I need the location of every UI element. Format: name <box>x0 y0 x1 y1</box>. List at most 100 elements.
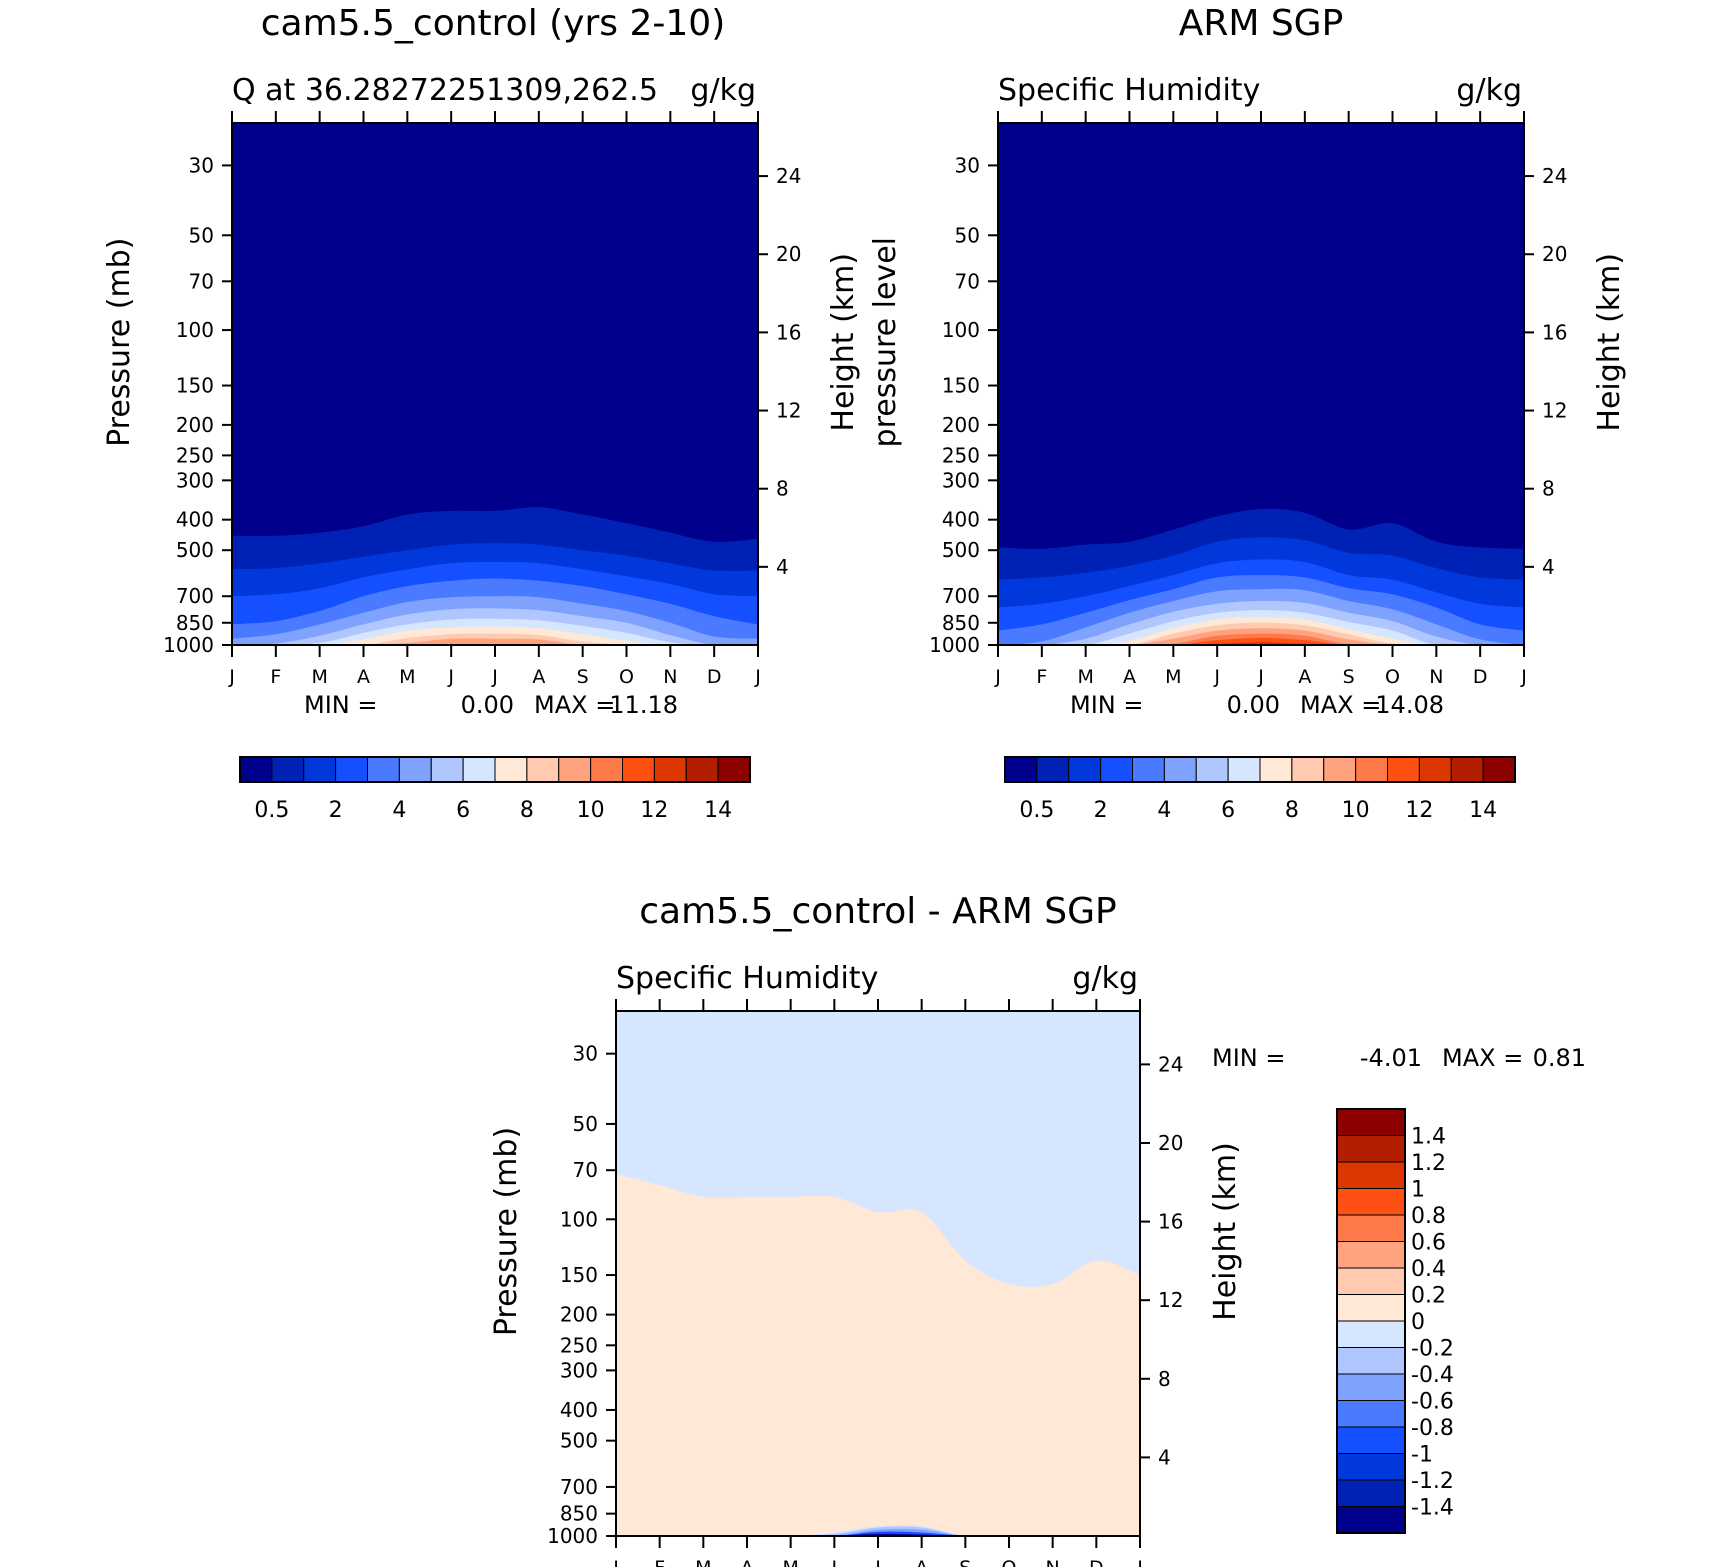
month-tick-label: N <box>1046 1557 1060 1567</box>
month-tick-label: D <box>1089 1557 1104 1567</box>
colorbar-label: -0.6 <box>1411 1390 1454 1415</box>
y-axis-label: pressure level <box>868 237 903 447</box>
colorbar-swatch <box>526 756 560 783</box>
colorbar-swatch <box>1336 1214 1406 1242</box>
pressure-tick-label: 400 <box>176 508 214 532</box>
colorbar-swatch <box>1336 1294 1406 1322</box>
month-tick-label: F <box>1036 666 1047 688</box>
month-tick-label: A <box>357 666 370 688</box>
height-tick-label: 16 <box>776 320 801 344</box>
height-tick-label: 12 <box>1542 399 1567 423</box>
colorbar-swatch <box>1355 756 1388 783</box>
colorbar-swatch <box>558 756 592 783</box>
contour-fill-negative <box>616 1533 1140 1536</box>
month-tick-label: J <box>612 1557 619 1567</box>
month-tick-label: D <box>707 666 722 688</box>
colorbar-label: -0.4 <box>1411 1363 1454 1388</box>
pressure-tick-label: 300 <box>176 468 214 492</box>
month-tick-label: J <box>447 666 454 688</box>
colorbar-label: 4 <box>1157 798 1171 823</box>
colorbar-swatch <box>1336 1161 1406 1189</box>
colorbar-swatch <box>1336 1453 1406 1481</box>
month-tick-label: M <box>1077 666 1093 688</box>
pressure-tick-label: 150 <box>560 1263 598 1287</box>
height-tick-label: 8 <box>776 477 789 501</box>
colorbar-swatch <box>367 756 400 783</box>
colorbar-swatch <box>1036 756 1070 783</box>
colorbar-swatch <box>717 756 751 783</box>
height-tick-label: 16 <box>1158 1210 1183 1234</box>
max-label: MAX = <box>534 691 615 719</box>
colorbar-label: -0.2 <box>1411 1337 1454 1362</box>
pressure-tick-label: 250 <box>176 443 214 467</box>
month-tick-label: J <box>831 1557 838 1567</box>
panel-observation: 3050701001502002503004005007008501000242… <box>868 3 1627 823</box>
min-value: 0.00 <box>1227 691 1280 719</box>
pressure-tick-label: 50 <box>955 223 980 247</box>
panel-subtitle-left: Specific Humidity <box>998 73 1260 108</box>
colorbar-label: 4 <box>392 798 406 823</box>
max-value: 0.81 <box>1533 1044 1586 1072</box>
month-tick-label: O <box>619 666 634 688</box>
colorbar-swatch <box>303 756 337 783</box>
height-tick-label: 20 <box>776 242 801 266</box>
max-label: MAX = <box>1442 1044 1523 1072</box>
pressure-tick-label: 500 <box>176 538 214 562</box>
height-tick-label: 8 <box>1158 1367 1171 1391</box>
pressure-tick-label: 70 <box>189 269 214 293</box>
colorbar-swatch <box>1336 1320 1406 1348</box>
colorbar-swatch <box>494 756 528 783</box>
pressure-tick-label: 700 <box>560 1475 598 1499</box>
pressure-tick-label: 200 <box>176 413 214 437</box>
colorbar-swatch <box>1323 756 1357 783</box>
contour-fill-band <box>998 638 1524 645</box>
month-tick-label: J <box>228 666 235 688</box>
colorbar-label: 0.5 <box>254 798 289 823</box>
colorbar-label: -1 <box>1411 1443 1433 1468</box>
colorbar-label: 6 <box>456 798 470 823</box>
colorbar-frame <box>1336 1108 1406 1534</box>
month-tick-label: S <box>577 666 589 688</box>
colorbar-label: 0.6 <box>1411 1231 1446 1256</box>
pressure-tick-label: 850 <box>176 611 214 635</box>
colorbar-label: 0 <box>1411 1310 1425 1335</box>
min-value: 0.00 <box>461 691 514 719</box>
colorbar-label: 1 <box>1411 1178 1425 1203</box>
month-tick-label: J <box>994 666 1001 688</box>
colorbar-label: -1.2 <box>1411 1469 1454 1494</box>
pressure-tick-label: 250 <box>560 1333 598 1357</box>
height-tick-label: 20 <box>1158 1131 1183 1155</box>
colorbar-swatch <box>335 756 368 783</box>
colorbar-swatch <box>271 756 305 783</box>
height-tick-label: 4 <box>1158 1445 1171 1469</box>
colorbar-swatch <box>1336 1241 1406 1269</box>
max-label: MAX = <box>1300 691 1381 719</box>
colorbar-swatch <box>239 756 273 783</box>
month-tick-label: M <box>311 666 327 688</box>
colorbar-swatch <box>1259 756 1293 783</box>
month-tick-label: A <box>1123 666 1136 688</box>
month-tick-label: M <box>1165 666 1181 688</box>
min-label: MIN = <box>1212 1044 1285 1072</box>
month-tick-label: F <box>270 666 281 688</box>
colorbar-label: 8 <box>520 798 534 823</box>
pressure-tick-label: 70 <box>573 1158 598 1182</box>
pressure-tick-label: 70 <box>955 269 980 293</box>
colorbar-swatch <box>1336 1108 1406 1136</box>
month-tick-label: J <box>1213 666 1220 688</box>
colorbar-swatch <box>430 756 464 783</box>
colorbar-swatch <box>685 756 719 783</box>
pressure-tick-label: 250 <box>942 443 980 467</box>
colorbar-swatch <box>1482 756 1516 783</box>
panel-subtitle-right: g/kg <box>1456 73 1522 108</box>
height-tick-label: 24 <box>1542 164 1567 188</box>
pressure-tick-label: 100 <box>560 1207 598 1231</box>
month-tick-label: O <box>1385 666 1400 688</box>
y-axis-label: Pressure (mb) <box>489 1127 524 1336</box>
colorbar-swatch <box>1227 756 1261 783</box>
colorbar-swatch <box>1132 756 1165 783</box>
pressure-tick-label: 30 <box>955 153 980 177</box>
colorbar-swatch <box>1336 1135 1406 1163</box>
colorbar-swatch <box>1336 1188 1406 1216</box>
